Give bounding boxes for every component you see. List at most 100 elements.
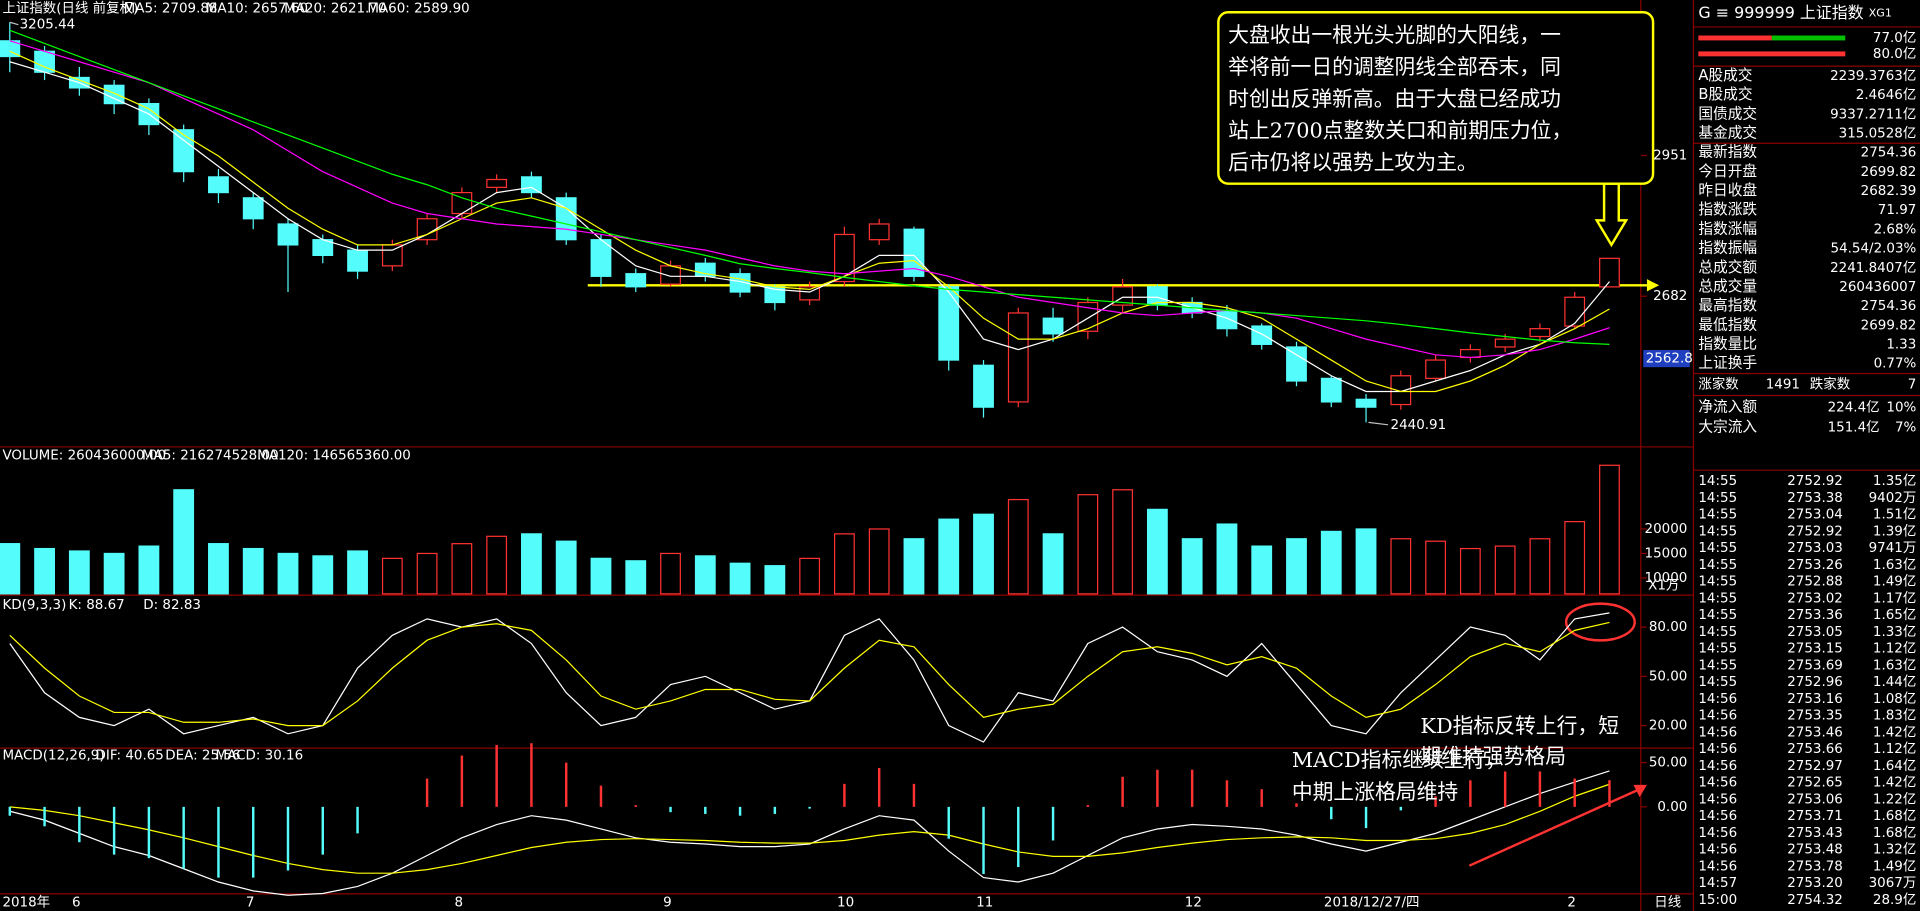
indicator-label: MA5: 216274528.00 (142, 449, 279, 464)
tick-volume: 9741万 (1869, 541, 1917, 556)
tick-volume: 1.63亿 (1873, 657, 1916, 673)
volume-bar (729, 562, 751, 595)
candle-body (833, 233, 855, 283)
tick-time: 14:56 (1698, 843, 1737, 858)
callout-text: 大盘收出一根光头光脚的大阳线，一 (1228, 23, 1561, 47)
volume-bar (1320, 530, 1342, 595)
stat-label: 最低指数 (1698, 316, 1757, 333)
volume-bar (833, 533, 855, 595)
stat-value: 2754.36 (1861, 299, 1917, 314)
tick-price: 2752.97 (1787, 759, 1843, 774)
tick-price: 2753.66 (1787, 742, 1843, 757)
volume-bar (1529, 538, 1551, 595)
flow-label: 净流入额 (1698, 399, 1757, 416)
candle-body (1042, 317, 1064, 335)
tick-volume: 1.08亿 (1873, 691, 1916, 707)
breadth-item: 7 (1908, 377, 1917, 392)
ratio-bar (1771, 35, 1846, 41)
legend-entry: D: 82.83 (143, 598, 201, 613)
legend-entry: K: 88.67 (69, 598, 125, 613)
macd-note: 中期上涨格局维持 (1292, 780, 1458, 804)
volume-bar (103, 552, 125, 595)
callout-text: 站上2700点整数关口和前期压力位， (1228, 119, 1572, 143)
volume-bar (694, 555, 716, 595)
candle-body (1390, 375, 1412, 406)
tick-time: 14:56 (1698, 725, 1737, 740)
callout-arrow (1594, 182, 1629, 248)
candle-body (1216, 309, 1238, 330)
y-tick-label: 50.00 (1649, 756, 1688, 771)
indicator-label: MA120: 146565360.00 (257, 449, 411, 464)
breadth-item: 跌家数 (1810, 375, 1851, 392)
stat-label: 国债成交 (1698, 104, 1757, 122)
tick-price: 2753.38 (1787, 491, 1843, 506)
candle-body (277, 223, 299, 246)
y-tick-label: 10000 (1645, 571, 1688, 586)
tick-price: 2752.92 (1787, 524, 1843, 539)
panel-tag: XG1 (1869, 6, 1892, 19)
candle-body (1564, 296, 1586, 327)
candle-body (938, 286, 960, 361)
tick-time: 14:56 (1698, 826, 1737, 841)
candle-body (1494, 338, 1516, 348)
panel-title: VOLUME: 260436000.00 (2, 449, 166, 464)
candle-body (625, 273, 647, 288)
flow-pct: 10% (1886, 401, 1916, 416)
volume-bar (416, 552, 438, 595)
tick-volume: 1.12亿 (1873, 741, 1916, 757)
ma-line (9, 50, 1610, 393)
tick-time: 14:56 (1698, 792, 1737, 807)
ratio-label: 80.0亿 (1873, 46, 1916, 62)
volume-bar (1146, 508, 1168, 595)
tick-time: 14:56 (1698, 759, 1737, 774)
volume-bar (764, 565, 786, 595)
volume-bar (1042, 533, 1064, 595)
x-tick-label: 2018/12/27/四 (1324, 895, 1420, 910)
volume-bar (1355, 528, 1377, 595)
x-tick-label: 8 (455, 895, 464, 910)
volume-bar (1425, 540, 1447, 595)
volume-bar (1599, 464, 1620, 595)
stat-value: 2.4646亿 (1856, 87, 1917, 103)
candle-body (173, 129, 195, 173)
volume-bar (173, 489, 195, 595)
volume-bar (521, 533, 542, 595)
kd-note: KD指标反转上行，短 (1420, 714, 1619, 738)
tick-price: 2753.02 (1787, 591, 1843, 606)
y-tick-label: 20000 (1645, 522, 1688, 537)
tick-volume: 1.63亿 (1873, 557, 1916, 573)
volume-bar (799, 557, 821, 595)
stat-value: 2.68% (1874, 222, 1917, 237)
legend-entry: DEA: 25.56 (165, 748, 240, 763)
candle-body (1286, 346, 1307, 382)
indicator-line (9, 783, 1610, 874)
tick-price: 2753.35 (1787, 709, 1843, 724)
volume-bar (938, 518, 960, 595)
tick-volume: 1.51亿 (1873, 507, 1916, 523)
stat-label: 总成交量 (1698, 277, 1757, 295)
tick-time: 14:56 (1698, 692, 1737, 707)
volume-bar (1494, 545, 1516, 595)
panel-title: 上证指数(日线 前复权) (2, 0, 138, 17)
tick-price: 2753.03 (1787, 541, 1843, 556)
flow-pct: 7% (1895, 420, 1917, 435)
volume-bar (1564, 521, 1586, 595)
breadth-item: 1491 (1766, 377, 1800, 392)
panel-title: MACD(12,26,9) (2, 748, 104, 763)
price-marker: 2562.8 (1646, 352, 1693, 367)
low-label: 2440.91 (1391, 418, 1447, 433)
candle-body (868, 223, 890, 241)
stat-value: 9337.2711亿 (1830, 106, 1916, 122)
stat-label: 指数涨跌 (1698, 201, 1757, 218)
candle-body (521, 176, 542, 194)
tick-price: 2753.04 (1787, 508, 1843, 523)
ratio-bar (1698, 35, 1772, 41)
tick-price: 2753.71 (1787, 809, 1843, 824)
volume-bar (312, 555, 334, 595)
tick-volume: 1.22亿 (1873, 791, 1916, 807)
volume-bar (1181, 538, 1203, 595)
tick-time: 15:00 (1698, 893, 1737, 908)
volume-bar (208, 543, 229, 595)
